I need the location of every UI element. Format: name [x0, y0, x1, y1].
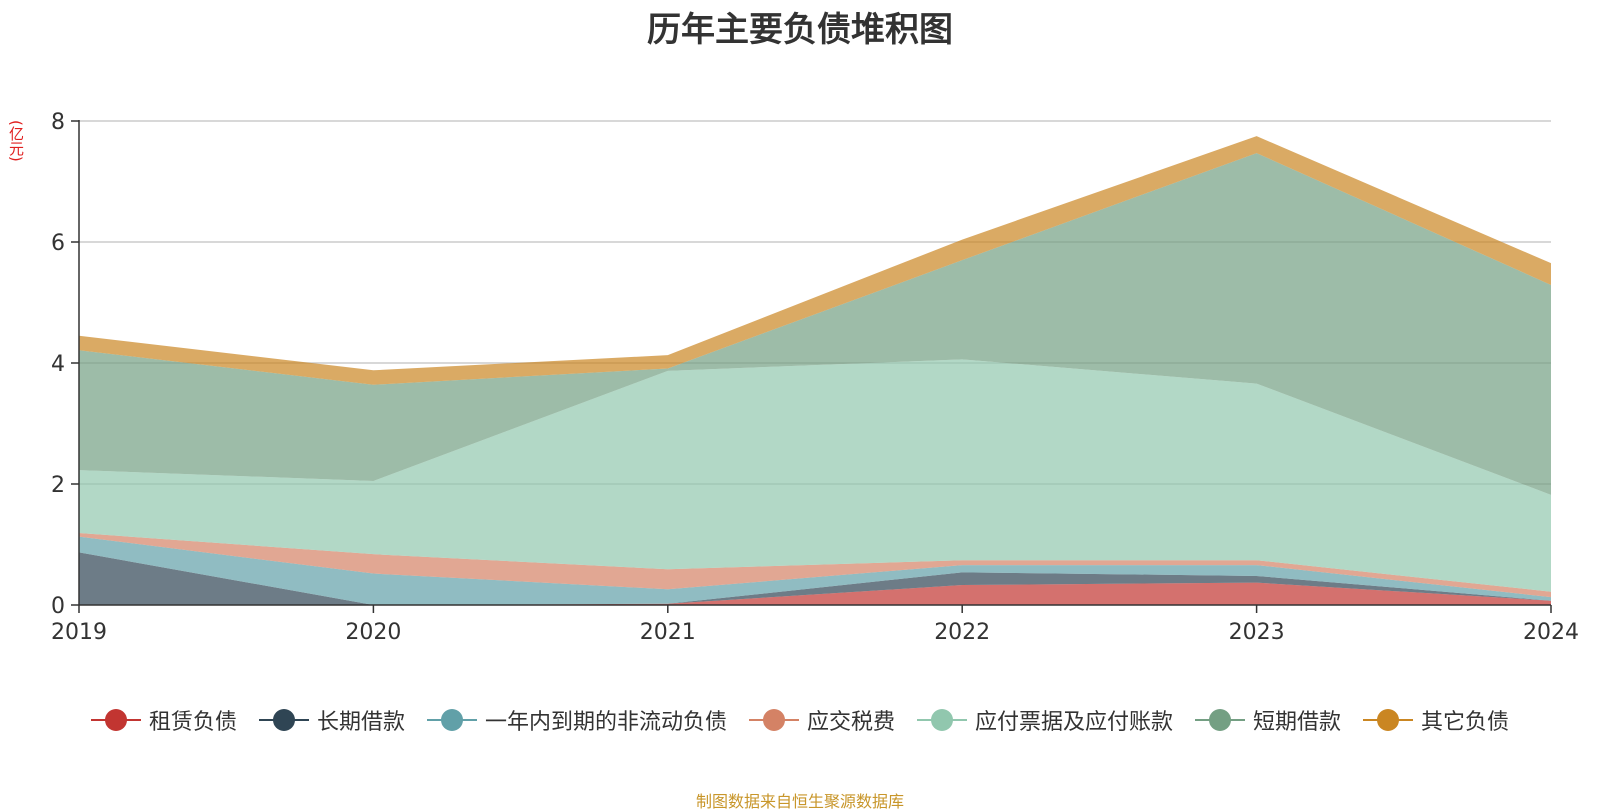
area-series-3	[79, 536, 1551, 605]
y-tick-label: 8	[51, 110, 65, 135]
area-series-7	[79, 136, 1551, 385]
legend-item-3[interactable]: 一年内到期的非流动负债	[426, 704, 727, 736]
y-axis-unit-label: (亿元)	[7, 120, 25, 162]
x-tick-label: 2019	[51, 620, 107, 645]
area-series-1	[79, 582, 1551, 605]
y-tick-label: 2	[51, 473, 65, 498]
source-note: 制图数据来自恒生聚源数据库	[695, 792, 904, 811]
legend-item-4[interactable]: 应交税费	[748, 704, 895, 736]
chart-legend: 租赁负债 长期借款 一年内到期的非流动负债 应交税费 应付票据及应付账款 短期借款 其它负债	[0, 704, 1600, 736]
legend-label: 短期借款	[1253, 710, 1342, 735]
legend-label: 其它负债	[1421, 710, 1510, 735]
legend-item-1[interactable]: 租赁负债	[90, 704, 237, 736]
y-tick-label: 6	[51, 231, 65, 256]
legend-marker-icon	[426, 708, 477, 732]
x-tick-label: 2024	[1523, 620, 1579, 645]
chart-title: 历年主要负债堆积图	[647, 10, 953, 50]
legend-item-7[interactable]: 其它负债	[1363, 704, 1509, 736]
area-series-2	[79, 552, 1551, 605]
legend-item-6[interactable]: 短期借款	[1195, 704, 1341, 736]
legend-marker-icon	[917, 708, 967, 732]
x-tick-label: 2023	[1229, 620, 1285, 645]
x-tick-label: 2022	[934, 620, 990, 645]
legend-marker-icon	[1195, 708, 1246, 732]
x-tick-label: 2021	[640, 620, 696, 645]
legend-label: 租赁负债	[148, 710, 237, 735]
legend-label: 一年内到期的非流动负债	[484, 710, 727, 735]
legend-item-2[interactable]: 长期借款	[258, 704, 405, 736]
legend-marker-icon	[1363, 708, 1414, 732]
area-series-5	[79, 359, 1551, 592]
legend-item-5[interactable]: 应付票据及应付账款	[917, 704, 1173, 736]
area-series-4	[79, 533, 1551, 598]
y-tick-label: 4	[51, 352, 65, 377]
stacked-area-chart: 0 2 4 6 8 2019 2020 2021 2022 2023 2024	[51, 110, 1579, 645]
legend-marker-icon	[90, 708, 141, 732]
legend-marker-icon	[748, 708, 799, 732]
legend-marker-icon	[258, 708, 309, 732]
x-tick-label: 2020	[345, 620, 401, 645]
y-tick-label: 0	[51, 594, 65, 619]
legend-label: 长期借款	[316, 710, 405, 735]
legend-label: 应付票据及应付账款	[975, 710, 1174, 735]
area-series-6	[79, 153, 1551, 495]
legend-label: 应交税费	[806, 710, 895, 735]
